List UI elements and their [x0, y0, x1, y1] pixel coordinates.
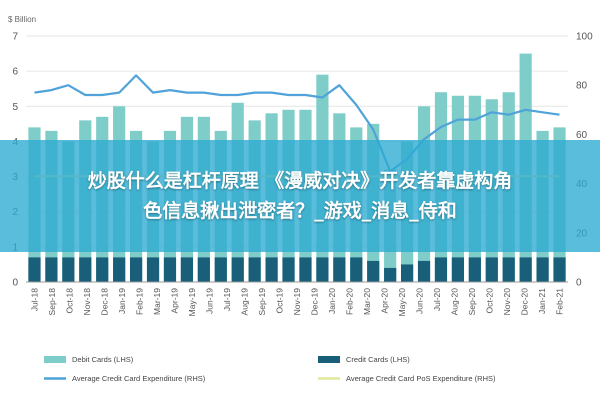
- credit-cards-bar: [367, 260, 380, 282]
- credit-cards-bar: [536, 257, 549, 282]
- credit-cards-bar: [163, 257, 177, 282]
- credit-cards-bar: [400, 264, 414, 282]
- y-axis-unit-label: $ Billion: [8, 15, 36, 24]
- x-tick-label: Jan-21: [537, 288, 547, 314]
- credit-cards-bar: [180, 257, 194, 282]
- y-left-tick-label: 0: [12, 278, 18, 289]
- credit-cards-bar: [146, 257, 160, 282]
- y-left-tick-label: 5: [12, 102, 18, 113]
- credit-cards-bar: [350, 257, 363, 282]
- x-tick-label: Nov-20: [502, 288, 512, 316]
- x-tick-label: Apr-19: [170, 288, 180, 314]
- x-tick-label: Jul-19: [222, 288, 232, 311]
- x-axis: Jul-18 Sep-18 Oct-18 Nov-18 Dec-18 Jan-19 Feb-…: [26, 281, 568, 317]
- x-tick-label: Jan-20: [327, 288, 337, 314]
- credit-cards-bar: [451, 257, 465, 282]
- x-tick-label: Oct-18: [65, 288, 75, 314]
- credit-cards-bar: [417, 260, 431, 282]
- credit-cards-bar: [502, 257, 515, 282]
- x-tick-label: Jun-20: [415, 288, 425, 314]
- legend-label: Average Credit Card Expenditure (RHS): [72, 374, 206, 383]
- avg-credit-card-expenditure-line: [34, 74, 560, 173]
- credit-cards-bar: [434, 257, 448, 282]
- credit-cards-bar: [45, 257, 58, 282]
- x-tick-label: Nov-19: [292, 288, 302, 316]
- credit-cards-bar: [553, 257, 566, 282]
- x-tick-label: May-19: [187, 288, 197, 317]
- x-tick-label: Feb-19: [135, 288, 145, 315]
- y-right-tick-label: 60: [576, 130, 588, 141]
- credit-cards-bar: [316, 257, 329, 282]
- credit-cards-series: [28, 257, 566, 282]
- x-tick-label: May-20: [397, 288, 407, 317]
- x-tick-label: Oct-19: [275, 288, 285, 314]
- credit-cards-bar: [333, 257, 346, 282]
- legend-label: Average Credit Card PoS Expenditure (RHS…: [346, 374, 496, 383]
- credit-cards-bar: [468, 257, 481, 282]
- credit-cards-bar: [248, 257, 261, 282]
- y-left-tick-label: 7: [12, 32, 18, 43]
- x-tick-label: Jun-19: [205, 288, 215, 314]
- x-tick-label: Apr-20: [380, 288, 390, 314]
- x-tick-label: Sep-19: [257, 288, 267, 316]
- x-tick-label: Oct-20: [485, 288, 495, 314]
- legend-swatch: [318, 356, 340, 363]
- legend-label: Credit Cards (LHS): [346, 355, 410, 364]
- credit-cards-bar: [96, 257, 109, 282]
- credit-cards-bar: [28, 257, 41, 282]
- overlay-headline-line-2: 色信息揪出泄密者？_游戏_消息_侍和: [143, 200, 457, 222]
- x-tick-label: Aug-20: [450, 288, 460, 316]
- y-right-tick-label: 80: [576, 81, 588, 92]
- y-right-tick-label: 100: [576, 32, 593, 43]
- y-right-tick-label: 0: [576, 278, 582, 289]
- x-tick-label: Dec-19: [310, 288, 320, 316]
- overlay-headline-line-1: 炒股什么是杠杆原理 《漫威对决》开发者靠虚构角: [87, 170, 513, 192]
- x-tick-label: Sep-20: [467, 288, 477, 316]
- overlay-banner: 炒股什么是杠杆原理 《漫威对决》开发者靠虚构角 色信息揪出泄密者？_游戏_消息_…: [0, 140, 600, 252]
- legend: Debit Cards (LHS) Credit Cards (LHS) Avera…: [44, 355, 496, 383]
- credit-cards-bar: [282, 257, 295, 282]
- x-tick-label: Sep-18: [47, 288, 57, 316]
- x-tick-label: Jul-18: [30, 288, 40, 311]
- credit-cards-bar: [129, 257, 143, 282]
- x-tick-label: Aug-19: [240, 288, 250, 316]
- credit-cards-bar: [214, 257, 227, 282]
- credit-cards-bar: [384, 267, 397, 282]
- x-tick-label: Mar-19: [152, 288, 162, 315]
- x-tick-label: Feb-21: [555, 288, 565, 315]
- credit-cards-bar: [62, 257, 75, 282]
- x-tick-label: Feb-20: [345, 288, 355, 315]
- x-tick-label: Mar-20: [362, 288, 372, 315]
- legend-label: Debit Cards (LHS): [72, 355, 134, 364]
- x-tick-label: Dec-20: [520, 288, 530, 316]
- x-tick-label: Dec-18: [100, 288, 110, 316]
- x-tick-label: Jan-19: [117, 288, 127, 314]
- credit-cards-bar: [231, 257, 244, 282]
- credit-cards-bar: [113, 257, 126, 282]
- y-left-tick-label: 6: [12, 67, 18, 78]
- credit-cards-bar: [79, 257, 92, 282]
- credit-cards-bar: [265, 257, 278, 282]
- x-tick-label: Jul-20: [432, 288, 442, 311]
- x-tick-label: Nov-18: [82, 288, 92, 316]
- legend-swatch: [44, 356, 66, 363]
- credit-cards-bar: [519, 257, 532, 282]
- credit-cards-bar: [197, 257, 210, 282]
- credit-cards-bar: [299, 257, 312, 282]
- credit-cards-bar: [485, 257, 498, 282]
